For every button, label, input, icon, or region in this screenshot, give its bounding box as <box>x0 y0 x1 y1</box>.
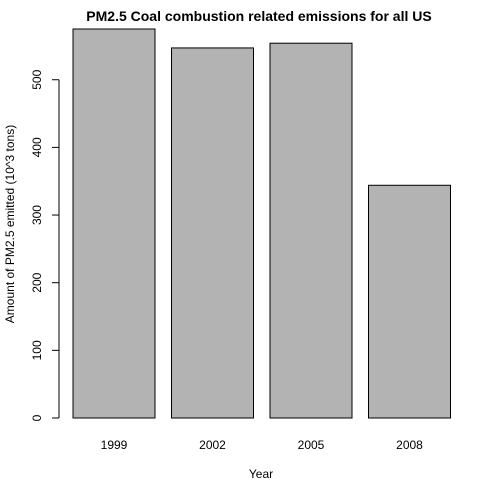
bar-2005 <box>269 42 353 419</box>
x-tick-label-2005: 2005 <box>298 438 325 452</box>
x-tick-label-2002: 2002 <box>199 438 226 452</box>
bar-2002 <box>171 47 254 419</box>
y-tick-label-500: 500 <box>30 69 44 89</box>
y-tick-label-200: 200 <box>30 272 44 292</box>
y-tick-label-300: 300 <box>30 205 44 225</box>
y-tick-label-100: 100 <box>30 340 44 360</box>
x-tick-label-2008: 2008 <box>396 438 423 452</box>
y-axis: 0 100 200 300 400 500 <box>30 69 60 421</box>
bars-group <box>72 28 451 419</box>
y-axis-label: Amount of PM2.5 emitted (10^3 tons) <box>3 125 17 323</box>
bar-2008 <box>368 184 451 419</box>
chart-title: PM2.5 Coal combustion related emissions … <box>86 8 431 24</box>
bar-1999 <box>72 28 156 419</box>
x-tick-label-1999: 1999 <box>101 438 128 452</box>
x-tick-labels: 1999 2002 2005 2008 <box>101 438 424 452</box>
y-tick-label-400: 400 <box>30 137 44 157</box>
y-tick-label-0: 0 <box>30 414 44 421</box>
x-axis-label: Year <box>249 467 273 480</box>
